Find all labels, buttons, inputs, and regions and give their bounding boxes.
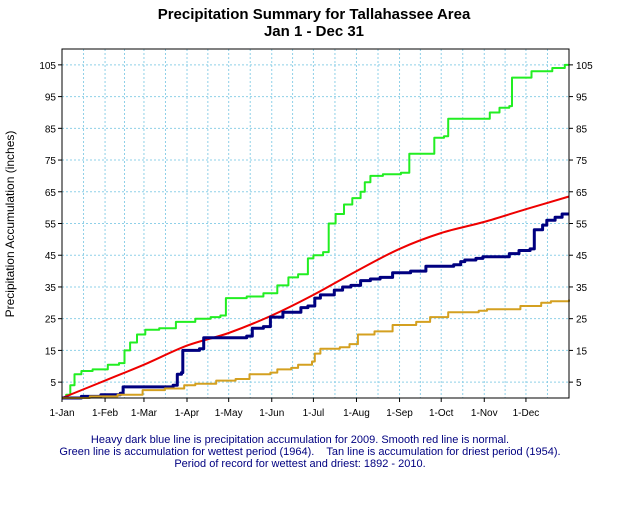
series-line-driest: [62, 299, 570, 399]
y-tick-label-left: 95: [45, 93, 57, 104]
y-tick-label-left: 85: [45, 124, 57, 135]
x-tick-label: 1-Jun: [259, 408, 284, 419]
y-tick-label-right: 105: [576, 61, 593, 72]
y-tick-label-right: 75: [576, 156, 588, 167]
y-tick-label-right: 55: [576, 220, 588, 231]
series-group: [61, 63, 570, 400]
y-tick-label-right: 85: [576, 124, 588, 135]
x-tick-label: 1-Sep: [386, 408, 413, 419]
x-tick-label: 1-Apr: [175, 408, 200, 419]
y-tick-label-right: 45: [576, 251, 588, 262]
y-tick-label-right: 95: [576, 93, 588, 104]
x-tick-label: 1-Aug: [343, 408, 370, 419]
chart-subtitle: Jan 1 - Dec 31: [264, 23, 364, 40]
series-line-wettest: [62, 63, 569, 399]
x-tick-label: 1-Nov: [471, 408, 498, 419]
y-tick-label-left: 75: [45, 156, 57, 167]
chart-title: Precipitation Summary for Tallahassee Ar…: [158, 6, 471, 23]
y-tick-label-left: 45: [45, 251, 57, 262]
x-tick-label: 1-Dec: [513, 408, 540, 419]
y-tick-label-right: 35: [576, 283, 588, 294]
y-tick-label-right: 65: [576, 188, 588, 199]
y-tick-label-right: 15: [576, 346, 588, 357]
x-tick-label: 1-Feb: [92, 408, 119, 419]
legend-line-1: Heavy dark blue line is precipitation ac…: [91, 434, 509, 446]
y-tick-label-right: 5: [576, 378, 582, 389]
series-line-normal: [61, 195, 570, 399]
x-tick-label: 1-May: [215, 408, 243, 419]
grid: [62, 49, 569, 398]
legend-line-3: Period of record for wettest and driest:…: [174, 458, 425, 470]
x-tick-label: 1-Mar: [131, 408, 158, 419]
y-tick-label-left: 25: [45, 315, 57, 326]
series-line-y2009: [62, 212, 569, 400]
y-tick-label-left: 35: [45, 283, 57, 294]
y-axis-label: Precipitation Accumulation (inches): [3, 131, 17, 318]
y-tick-label-left: 55: [45, 220, 57, 231]
legend-line-2: Green line is accumulation for wettest p…: [59, 446, 560, 458]
y-tick-label-left: 105: [39, 61, 56, 72]
x-tick-label: 1-Jul: [303, 408, 325, 419]
y-tick-label-right: 25: [576, 315, 588, 326]
y-tick-label-left: 5: [50, 378, 56, 389]
x-tick-label: 1-Jan: [49, 408, 74, 419]
y-tick-label-left: 15: [45, 346, 57, 357]
y-tick-label-left: 65: [45, 188, 57, 199]
x-tick-label: 1-Oct: [429, 408, 454, 419]
